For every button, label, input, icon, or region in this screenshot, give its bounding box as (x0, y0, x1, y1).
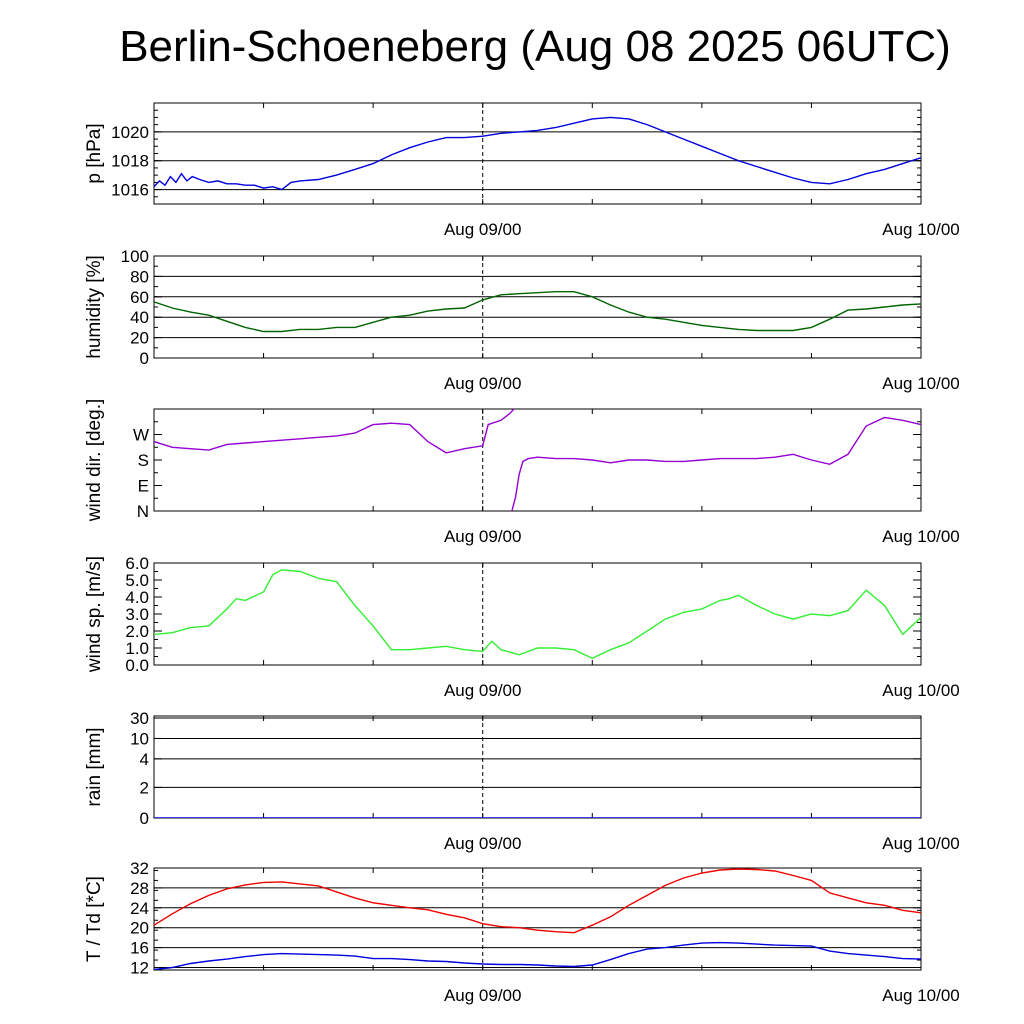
y-tick-label: 1020 (111, 123, 149, 142)
y-tick-label: S (138, 451, 149, 470)
y-tick-label: E (138, 477, 149, 496)
y-tick-label: 1018 (111, 152, 149, 171)
series-line-temperature_dewpoint-1 (154, 941, 921, 970)
panel-pressure: 1016 1018 1020 p [hPa] Aug 09/00 Aug 10/00 (84, 102, 960, 239)
y-tick-label: 3.0 (125, 605, 149, 624)
series-line-wind_speed-0 (154, 569, 921, 659)
plot-frame (153, 102, 922, 205)
y-tick-label: 6.0 (125, 554, 149, 573)
x-tick-label: Aug 09/00 (444, 374, 522, 393)
y-tick-label: 40 (130, 308, 149, 327)
y-tick-label: 2.0 (125, 622, 149, 641)
y-axis-label: humidity [%] (84, 255, 105, 358)
panel-wind_speed: 0.01.02.03.04.05.06.0 wind sp. [m/s] Aug 0… (84, 554, 960, 700)
y-tick-label: 80 (130, 267, 149, 286)
y-tick-label: 1.0 (125, 639, 149, 658)
y-tick-label: 24 (130, 899, 149, 918)
y-axis-label: p [hPa] (84, 123, 105, 183)
y-tick-label: 0 (140, 349, 149, 368)
x-tick-label: Aug 09/00 (444, 986, 522, 1005)
y-tick-label: 20 (130, 329, 149, 348)
y-tick-label: 4 (140, 750, 149, 769)
y-tick-label: 100 (121, 247, 149, 266)
y-axis-label: rain [mm] (84, 727, 105, 806)
x-tick-label: Aug 09/00 (444, 220, 522, 239)
y-tick-label: 5.0 (125, 571, 149, 590)
x-tick-label: Aug 09/00 (444, 834, 522, 853)
y-tick-label: 0 (140, 809, 149, 828)
y-tick-label: 2 (140, 778, 149, 797)
series-line-temperature_dewpoint-0 (154, 868, 921, 934)
y-tick-label: 60 (130, 288, 149, 307)
chart-title: Berlin-Schoeneberg (Aug 08 2025 06UTC) (119, 22, 951, 71)
x-tick-label: Aug 10/00 (882, 986, 960, 1005)
x-tick-label: Aug 10/00 (882, 220, 960, 239)
plot-frame (153, 255, 922, 359)
y-tick-label: W (133, 426, 149, 445)
series-line-wind_direction-0 (154, 409, 515, 454)
y-tick-label: 16 (130, 939, 149, 958)
plot-frame (153, 867, 922, 971)
plot-frame (153, 715, 922, 819)
y-tick-label: 32 (130, 859, 149, 878)
y-tick-label: 4.0 (125, 588, 149, 607)
x-tick-label: Aug 09/00 (444, 681, 522, 700)
series-line-humidity-0 (154, 291, 921, 333)
y-tick-label: 0.0 (125, 656, 149, 675)
x-tick-label: Aug 10/00 (882, 374, 960, 393)
series-line-wind_direction-1 (511, 416, 921, 511)
y-tick-label: N (137, 502, 149, 521)
y-tick-label: 12 (130, 959, 149, 978)
y-axis-label: T / Td [*C] (84, 876, 105, 962)
x-tick-label: Aug 10/00 (882, 527, 960, 546)
y-tick-label: 10 (130, 729, 149, 748)
y-tick-label: 20 (130, 919, 149, 938)
x-tick-label: Aug 10/00 (882, 681, 960, 700)
y-tick-label: 30 (130, 709, 149, 728)
y-axis-label: wind sp. [m/s] (84, 556, 105, 673)
x-tick-label: Aug 10/00 (882, 834, 960, 853)
y-tick-label: 28 (130, 879, 149, 898)
y-axis-label: wind dir. [deg.] (84, 399, 105, 523)
plot-frame (153, 562, 922, 666)
x-tick-label: Aug 09/00 (444, 527, 522, 546)
plot-frame (153, 408, 922, 512)
y-tick-label: 1016 (111, 181, 149, 200)
series-line-pressure-0 (154, 116, 921, 191)
